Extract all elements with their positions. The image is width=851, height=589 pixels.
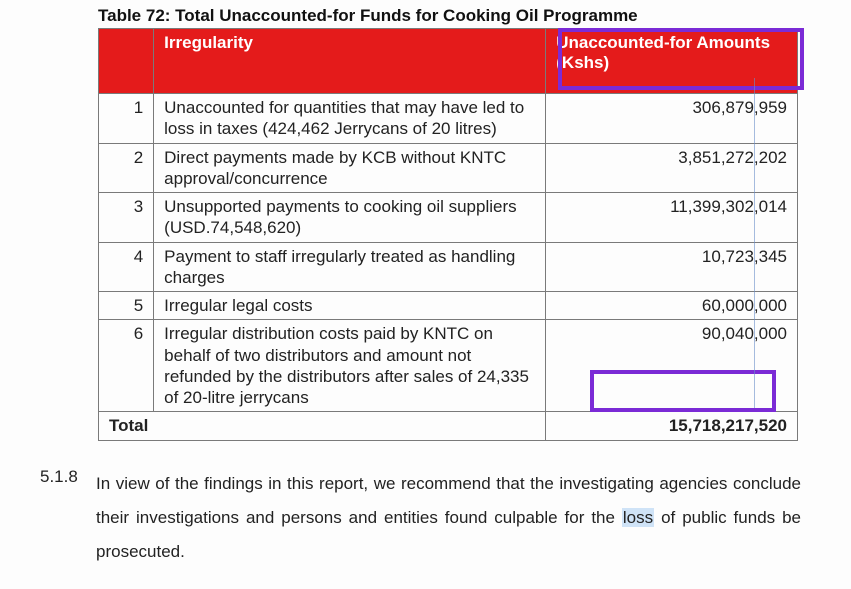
- row-number: 4: [99, 242, 154, 292]
- table-row: 2 Direct payments made by KCB without KN…: [99, 143, 798, 193]
- total-amount: 15,718,217,520: [546, 412, 798, 440]
- row-amount: 10,723,345: [546, 242, 798, 292]
- table-row: 1 Unaccounted for quantities that may ha…: [99, 94, 798, 144]
- recommendation-paragraph: 5.1.8 In view of the findings in this re…: [40, 467, 811, 569]
- row-irregularity: Payment to staff irregularly treated as …: [154, 242, 546, 292]
- row-number: 5: [99, 292, 154, 320]
- row-amount: 11,399,302,014: [546, 193, 798, 243]
- row-irregularity: Unaccounted for quantities that may have…: [154, 94, 546, 144]
- highlighted-word: loss: [622, 508, 654, 527]
- col-header-amount: Unaccounted-for Amounts (Kshs): [546, 29, 798, 94]
- row-irregularity: Irregular distribution costs paid by KNT…: [154, 320, 546, 412]
- col-header-number: [99, 29, 154, 94]
- col-header-irregularity: Irregularity: [154, 29, 546, 94]
- paragraph-number: 5.1.8: [40, 467, 96, 569]
- row-amount: 60,000,000: [546, 292, 798, 320]
- table-row: 3 Unsupported payments to cooking oil su…: [99, 193, 798, 243]
- row-number: 6: [99, 320, 154, 412]
- scan-artifact-line: [754, 78, 755, 408]
- row-irregularity: Unsupported payments to cooking oil supp…: [154, 193, 546, 243]
- row-amount: 3,851,272,202: [546, 143, 798, 193]
- row-amount: 306,879,959: [546, 94, 798, 144]
- row-irregularity: Direct payments made by KCB without KNTC…: [154, 143, 546, 193]
- table-row: 4 Payment to staff irregularly treated a…: [99, 242, 798, 292]
- row-number: 1: [99, 94, 154, 144]
- table-row: 6 Irregular distribution costs paid by K…: [99, 320, 798, 412]
- table-title: Table 72: Total Unaccounted-for Funds fo…: [98, 6, 811, 26]
- paragraph-text: In view of the findings in this report, …: [96, 467, 811, 569]
- table-header-row: Irregularity Unaccounted-for Amounts (Ks…: [99, 29, 798, 94]
- table-total-row: Total 15,718,217,520: [99, 412, 798, 440]
- row-amount: 90,040,000: [546, 320, 798, 412]
- row-number: 2: [99, 143, 154, 193]
- row-irregularity: Irregular legal costs: [154, 292, 546, 320]
- funds-table: Irregularity Unaccounted-for Amounts (Ks…: [98, 28, 798, 441]
- table-row: 5 Irregular legal costs 60,000,000: [99, 292, 798, 320]
- total-label: Total: [99, 412, 546, 440]
- row-number: 3: [99, 193, 154, 243]
